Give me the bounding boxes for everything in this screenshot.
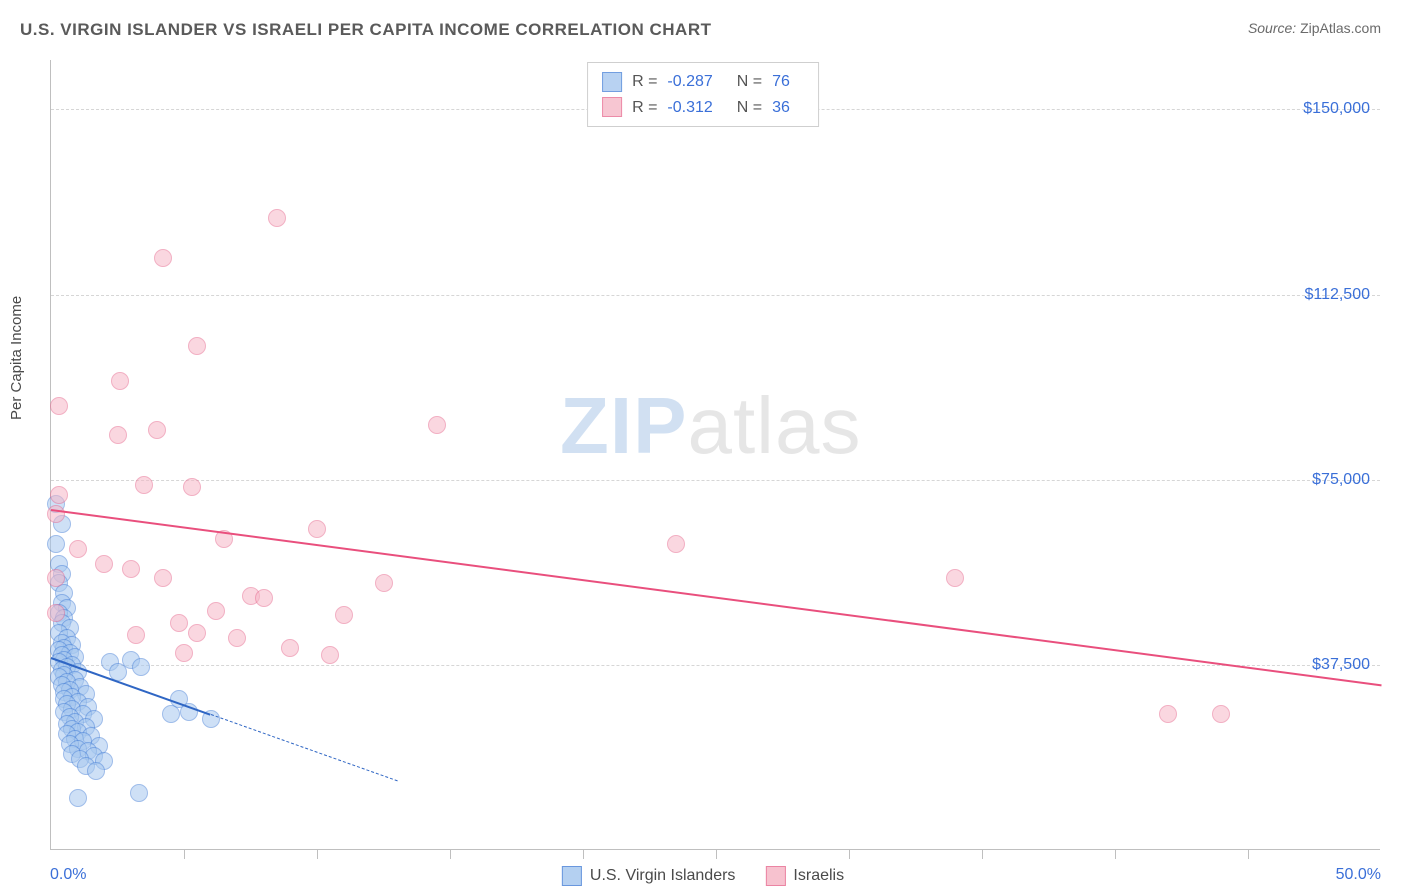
- scatter-plot: $37,500 $75,000 $112,500 $150,000: [50, 60, 1380, 850]
- stats-n-value: 76: [772, 69, 790, 95]
- x-tick: [184, 849, 185, 859]
- data-point: [154, 569, 172, 587]
- data-point: [47, 604, 65, 622]
- data-point: [268, 209, 286, 227]
- x-tick: [849, 849, 850, 859]
- data-point: [170, 614, 188, 632]
- data-point: [1212, 705, 1230, 723]
- data-point: [308, 520, 326, 538]
- data-point: [122, 560, 140, 578]
- stats-row: R = -0.287 N = 76: [602, 69, 804, 95]
- data-point: [95, 555, 113, 573]
- stats-r-label: R =: [632, 95, 657, 121]
- data-point: [175, 644, 193, 662]
- legend-swatch: [562, 866, 582, 886]
- data-point: [111, 372, 129, 390]
- legend-item: Israelis: [765, 866, 844, 886]
- x-tick: [1248, 849, 1249, 859]
- data-point: [130, 784, 148, 802]
- data-point: [281, 639, 299, 657]
- stats-n-label: N =: [737, 95, 762, 121]
- data-point: [148, 421, 166, 439]
- stats-r-value: -0.287: [667, 69, 712, 95]
- data-point: [47, 535, 65, 553]
- gridline-horizontal: [51, 295, 1380, 296]
- y-axis-label: Per Capita Income: [8, 296, 25, 420]
- data-point: [321, 646, 339, 664]
- data-point: [946, 569, 964, 587]
- data-point: [428, 416, 446, 434]
- x-tick: [716, 849, 717, 859]
- data-point: [375, 574, 393, 592]
- y-tick-label: $75,000: [1312, 471, 1370, 489]
- x-axis-max-label: 50.0%: [1336, 866, 1381, 884]
- legend-item: U.S. Virgin Islanders: [562, 866, 736, 886]
- stats-row: R = -0.312 N = 36: [602, 95, 804, 121]
- legend-swatch: [765, 866, 785, 886]
- data-point: [87, 762, 105, 780]
- y-tick-label: $112,500: [1304, 286, 1370, 304]
- data-point: [127, 626, 145, 644]
- y-tick-label: $150,000: [1303, 100, 1370, 118]
- data-point: [69, 789, 87, 807]
- x-tick: [982, 849, 983, 859]
- data-point: [135, 476, 153, 494]
- x-tick: [583, 849, 584, 859]
- data-point: [255, 589, 273, 607]
- chart-title: U.S. VIRGIN ISLANDER VS ISRAELI PER CAPI…: [20, 20, 712, 40]
- legend: U.S. Virgin Islanders Israelis: [562, 866, 844, 886]
- stats-r-label: R =: [632, 69, 657, 95]
- gridline-horizontal: [51, 665, 1380, 666]
- data-point: [109, 426, 127, 444]
- gridline-horizontal: [51, 480, 1380, 481]
- data-point: [69, 540, 87, 558]
- source-value: ZipAtlas.com: [1300, 20, 1381, 36]
- data-point: [47, 505, 65, 523]
- trend-line: [210, 714, 397, 781]
- stats-swatch: [602, 97, 622, 117]
- data-point: [47, 569, 65, 587]
- data-point: [183, 478, 201, 496]
- stats-n-value: 36: [772, 95, 790, 121]
- data-point: [1159, 705, 1177, 723]
- y-tick-label: $37,500: [1312, 656, 1370, 674]
- x-tick: [450, 849, 451, 859]
- x-tick: [317, 849, 318, 859]
- data-point: [154, 249, 172, 267]
- source-attribution: Source: ZipAtlas.com: [1248, 20, 1381, 36]
- x-axis-min-label: 0.0%: [50, 866, 86, 884]
- data-point: [50, 397, 68, 415]
- legend-label: U.S. Virgin Islanders: [590, 867, 736, 885]
- data-point: [132, 658, 150, 676]
- data-point: [228, 629, 246, 647]
- stats-n-label: N =: [737, 69, 762, 95]
- x-tick: [1115, 849, 1116, 859]
- data-point: [335, 606, 353, 624]
- data-point: [188, 337, 206, 355]
- stats-swatch: [602, 72, 622, 92]
- data-point: [50, 486, 68, 504]
- data-point: [188, 624, 206, 642]
- stats-r-value: -0.312: [667, 95, 712, 121]
- correlation-stats-box: R = -0.287 N = 76 R = -0.312 N = 36: [587, 62, 819, 127]
- source-label: Source:: [1248, 20, 1296, 36]
- data-point: [667, 535, 685, 553]
- data-point: [207, 602, 225, 620]
- legend-label: Israelis: [793, 867, 844, 885]
